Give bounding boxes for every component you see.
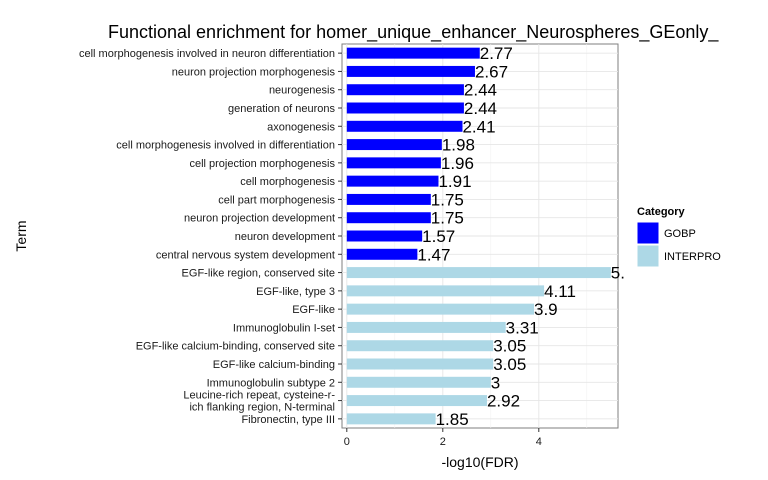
bar-value-label: 2.77	[480, 44, 513, 63]
y-tick-label: Immunoglobulin subtype 2	[207, 377, 335, 389]
chart-title: Functional enrichment for homer_unique_e…	[108, 22, 719, 43]
bar	[346, 340, 494, 352]
y-tick-label: Fibronectin, type III	[241, 414, 335, 426]
legend: Category GOBP INTERPRO	[636, 206, 721, 268]
bar	[346, 248, 418, 260]
y-tick-label: EGF-like, type 3	[256, 286, 335, 298]
bar	[346, 376, 491, 388]
bar-value-label: 3.05	[493, 355, 526, 374]
bar-value-label: 1.75	[431, 190, 464, 209]
bar	[346, 413, 436, 425]
bar	[346, 157, 441, 169]
bar	[346, 193, 431, 205]
bars: 2.772.672.442.442.411.981.961.911.751.75…	[346, 44, 625, 429]
y-tick-label: axonogenesis	[267, 121, 335, 133]
bar	[346, 84, 464, 96]
bar-value-label: 1.47	[417, 245, 450, 264]
y-tick-label: generation of neurons	[228, 103, 336, 115]
y-tick-label: cell part morphogenesis	[218, 194, 335, 206]
y-tick-label: central nervous system development	[156, 249, 335, 261]
bar-value-label: 3.05	[493, 337, 526, 356]
bar-value-label: 1.85	[436, 410, 469, 429]
bar	[346, 120, 463, 132]
bar	[346, 358, 494, 370]
x-tick-label: 2	[440, 436, 446, 448]
y-tick-label: EGF-like region, conserved site	[182, 268, 335, 280]
bar	[346, 285, 545, 297]
legend-entry-label: GOBP	[664, 228, 696, 240]
bar	[346, 212, 431, 224]
bar	[346, 175, 439, 187]
x-tick-label: 4	[536, 436, 542, 448]
y-tick-label: Leucine-rich repeat, cysteine-r-ich flan…	[183, 390, 335, 414]
legend-title: Category	[637, 206, 686, 218]
y-tick-label: EGF-like calcium-binding	[213, 359, 335, 371]
y-tick-label: EGF-like calcium-binding, conserved site	[136, 341, 335, 353]
x-tick-label: 0	[344, 436, 350, 448]
y-tick-label: cell morphogenesis	[240, 176, 335, 188]
x-axis-title: -log10(FDR)	[441, 454, 518, 470]
bar	[346, 267, 611, 279]
legend-swatch	[636, 221, 660, 245]
bar-value-label: 2.67	[475, 62, 508, 81]
y-tick-label: EGF-like	[292, 304, 335, 316]
bar-value-label: 2.41	[462, 117, 495, 136]
bar-value-label: 1.91	[438, 172, 471, 191]
legend-entry-label: INTERPRO	[664, 251, 721, 263]
y-tick-labels: cell morphogenesis involved in neuron di…	[79, 48, 342, 426]
bar	[346, 230, 423, 242]
y-tick-label: neuron projection development	[184, 213, 335, 225]
bar-value-label: 3.9	[534, 300, 558, 319]
bar-value-label: 1.96	[441, 154, 474, 173]
bar-value-label: 1.57	[422, 227, 455, 246]
bar-value-label: 1.98	[442, 136, 475, 155]
bar-value-label: 2.44	[464, 99, 497, 118]
legend-swatch	[636, 244, 660, 268]
bar	[346, 47, 480, 59]
bar-value-label: 4.11	[544, 282, 576, 301]
bar	[346, 102, 464, 114]
bar	[346, 321, 506, 333]
y-tick-label: Immunoglobulin I-set	[233, 322, 335, 334]
bar-value-label: 3.31	[506, 318, 539, 337]
bar-value-label: 1.75	[431, 209, 464, 228]
y-tick-label: neurogenesis	[269, 85, 336, 97]
bar	[346, 395, 487, 407]
y-axis-title: Term	[13, 220, 29, 251]
bar	[346, 303, 534, 315]
y-tick-label: cell projection morphogenesis	[189, 158, 335, 170]
x-tick-labels: 0 2 4	[344, 428, 542, 448]
y-tick-label: cell morphogenesis involved in neuron di…	[79, 48, 335, 60]
bar-value-label: 2.92	[487, 392, 520, 411]
y-tick-label: neuron development	[235, 231, 335, 243]
bar-value-label: 5.	[611, 264, 625, 283]
bar	[346, 65, 475, 77]
bar-value-label: 2.44	[464, 81, 497, 100]
bar-value-label: 3	[491, 373, 500, 392]
y-tick-label: cell morphogenesis involved in different…	[116, 140, 335, 152]
y-tick-label: neuron projection morphogenesis	[172, 66, 336, 78]
bar	[346, 139, 442, 151]
